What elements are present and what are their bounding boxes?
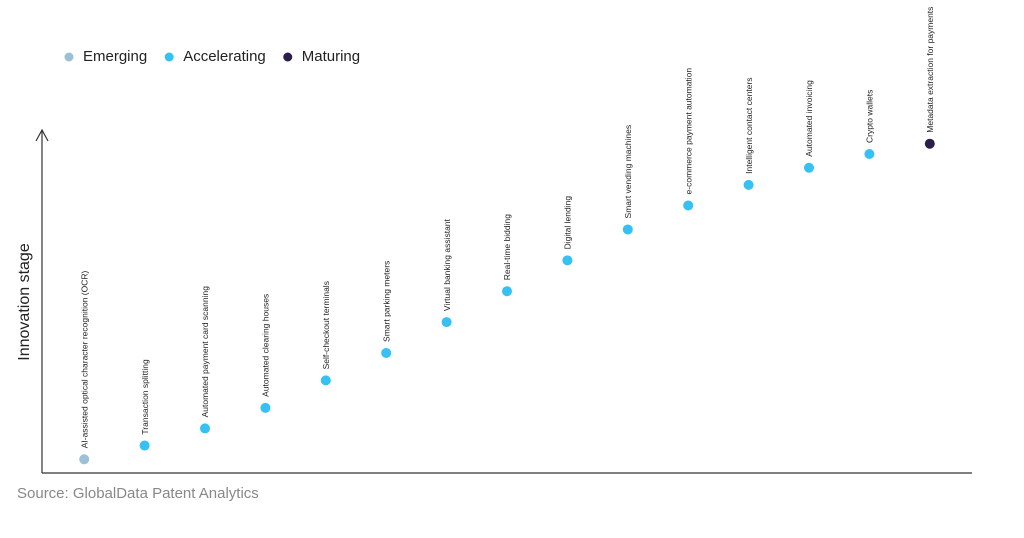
- point: [320, 375, 331, 386]
- point-label: Automated payment card scanning: [200, 286, 210, 418]
- point: [381, 347, 392, 358]
- point: [804, 162, 814, 173]
- point-label: Self-checkout terminals: [321, 281, 331, 369]
- point-label: Automated clearing houses: [261, 294, 271, 397]
- point-label: Metadata extraction for payments: [925, 7, 935, 133]
- point: [200, 423, 210, 434]
- y-axis-label: Innovation stage: [16, 243, 33, 361]
- point-label: Real-time bidding: [502, 214, 512, 280]
- point: [743, 179, 754, 190]
- point: [502, 286, 512, 297]
- legend-label: Accelerating: [183, 48, 266, 65]
- point-label: Virtual banking assistant: [442, 218, 452, 311]
- legend-marker: [64, 52, 74, 62]
- point: [260, 402, 271, 413]
- point-label: Automated invoicing: [804, 80, 814, 157]
- point: [79, 454, 90, 465]
- point-label: Smart vending machines: [623, 125, 633, 219]
- point-label: Intelligent contact centers: [744, 77, 754, 173]
- point-label: Smart parking meters: [381, 261, 391, 342]
- legend-marker: [283, 52, 293, 62]
- legend-marker: [164, 52, 174, 62]
- legend-label: Maturing: [302, 48, 360, 65]
- point: [924, 138, 935, 149]
- point-label: Digital lending: [563, 196, 573, 250]
- point: [441, 317, 452, 328]
- point-label: e-commerce payment automation: [683, 68, 693, 195]
- point: [139, 440, 150, 451]
- point: [622, 224, 633, 235]
- point-label: Crypto wallets: [865, 90, 875, 143]
- point: [864, 149, 875, 160]
- source-note: Source: GlobalData Patent Analytics: [17, 485, 259, 502]
- point-label: Transaction splitting: [140, 359, 150, 435]
- point: [683, 200, 694, 211]
- point-label: AI-assisted optical character recognitio…: [79, 270, 89, 448]
- point: [562, 255, 573, 266]
- legend-label: Emerging: [83, 48, 147, 65]
- y-axis-arrow: [35, 128, 49, 142]
